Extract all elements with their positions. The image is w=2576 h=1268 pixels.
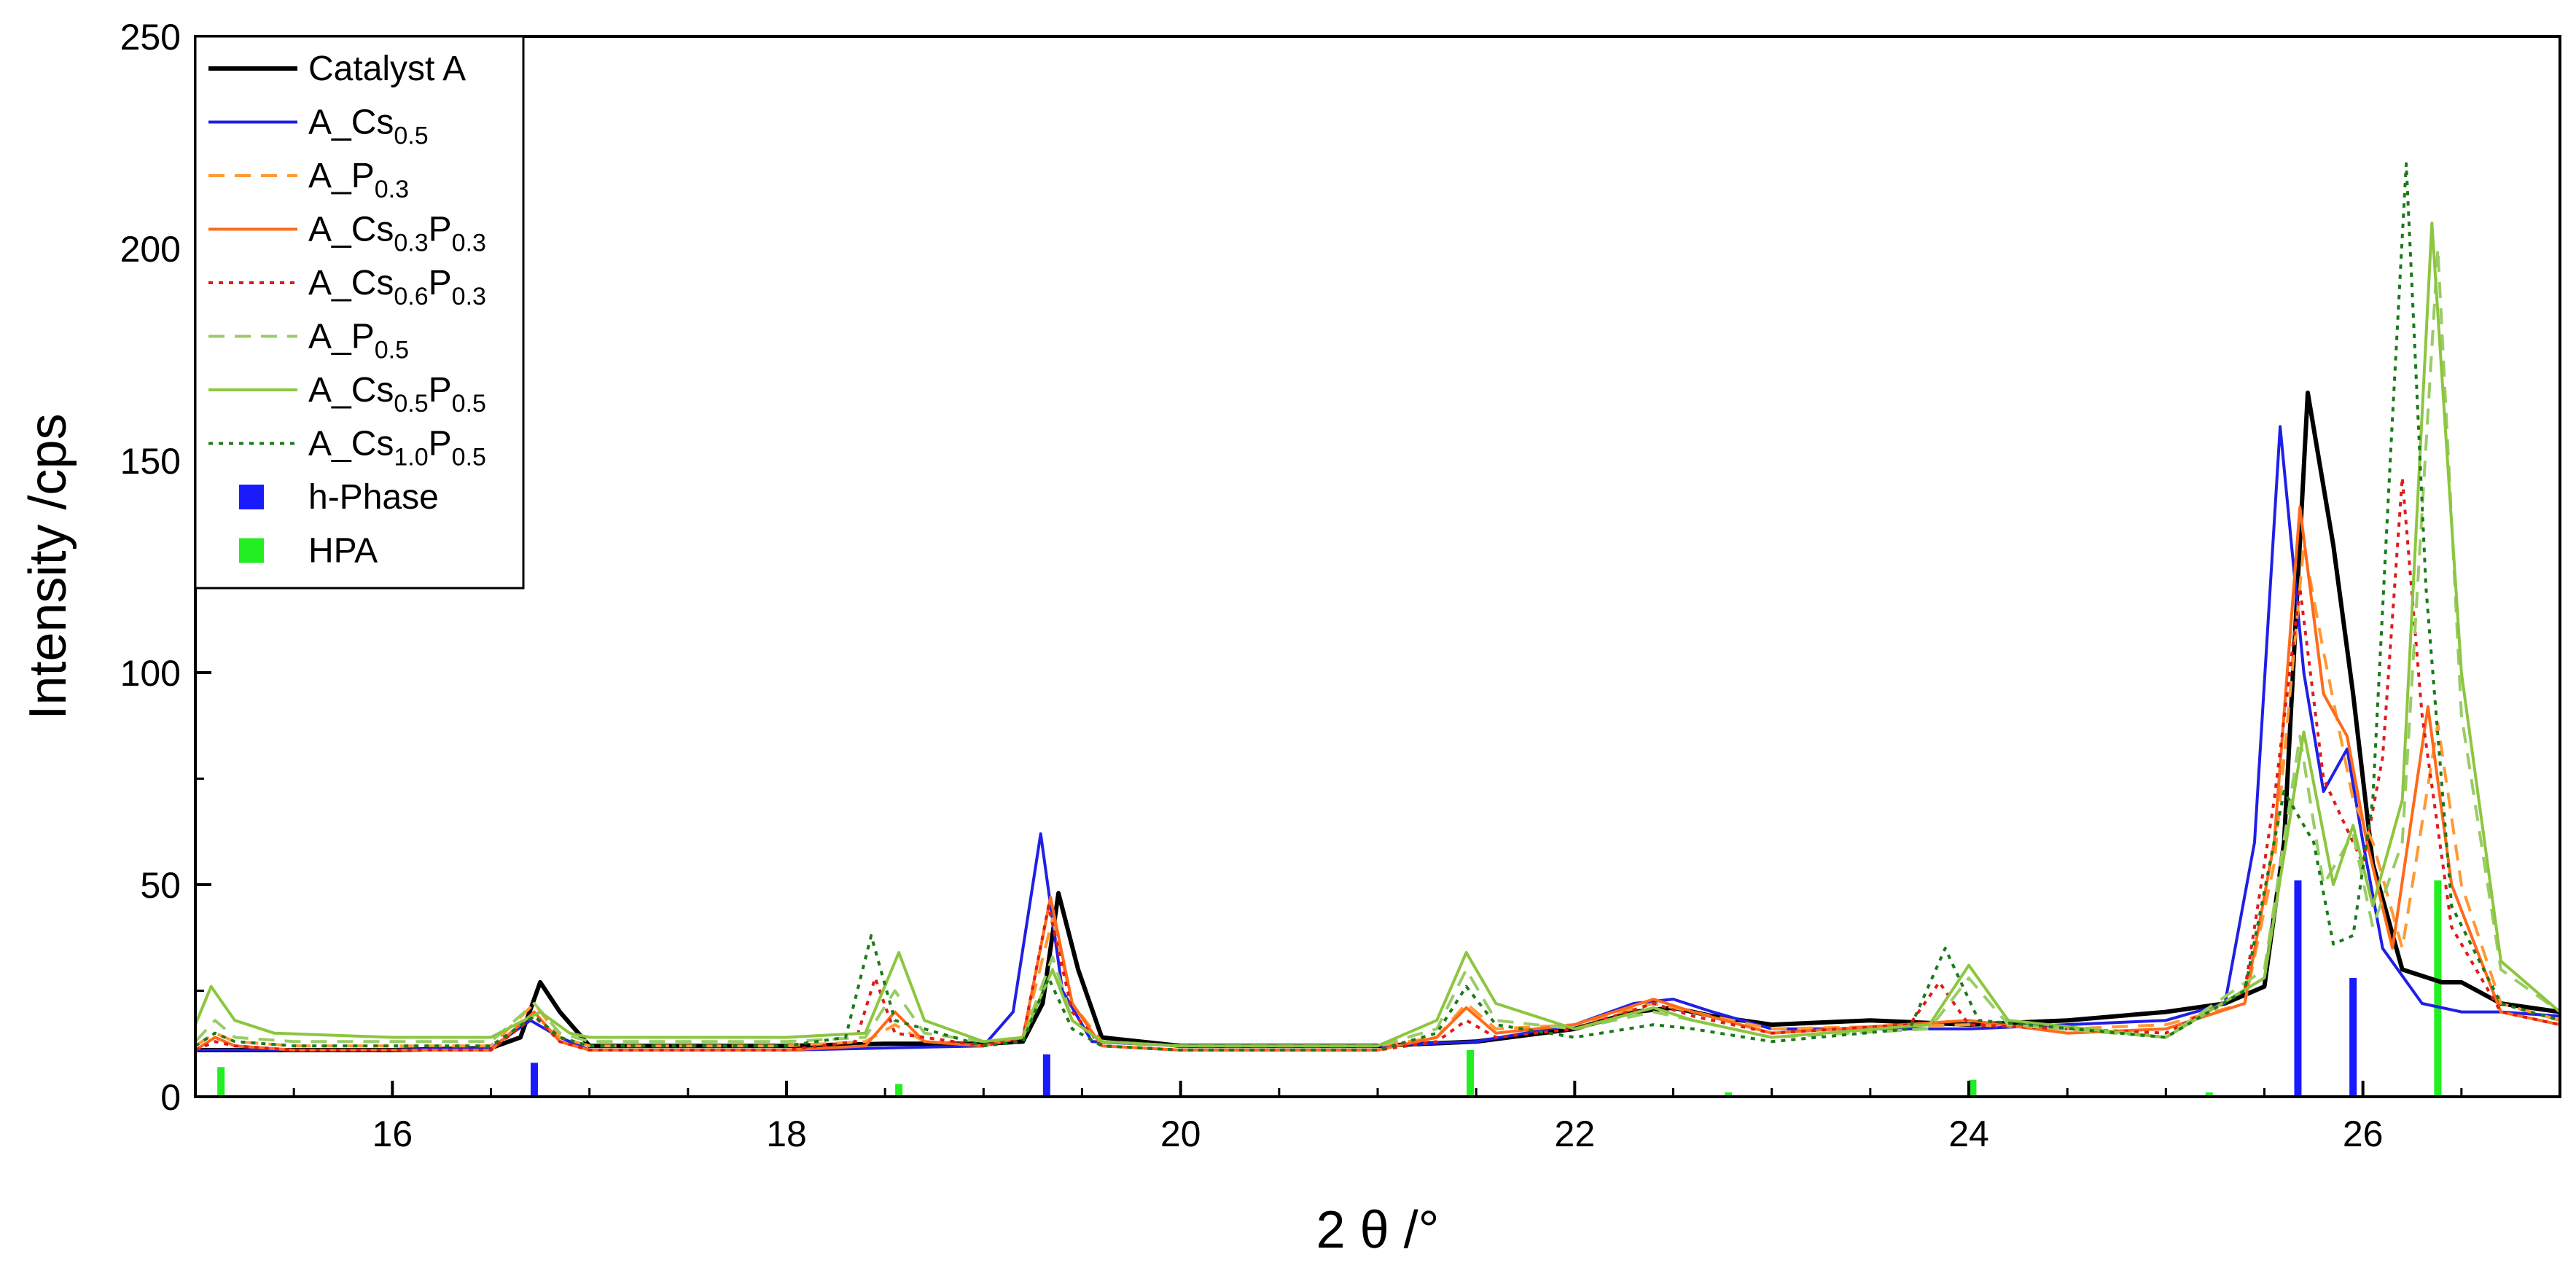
marker-hpa-5 — [2205, 1092, 2213, 1097]
axes: 16 18 20 22 24 26 0 50 100 150 200 250 — [120, 17, 2561, 1154]
marker-hpa-3 — [1725, 1092, 1733, 1097]
y-tick-label-1: 50 — [140, 865, 181, 906]
y-tick-label-3: 150 — [120, 441, 181, 482]
x-tick-label-3: 22 — [1555, 1114, 1596, 1154]
y-tick-label-0: 0 — [160, 1077, 181, 1118]
x-tick-label-5: 26 — [2343, 1114, 2384, 1154]
series-line-4 — [195, 476, 2560, 1052]
legend-label-9: HPA — [308, 532, 378, 571]
x-axis-label: 2 θ /° — [1316, 1201, 1440, 1259]
x-tick-label-0: 16 — [372, 1114, 413, 1154]
y-tick-label-5: 250 — [120, 17, 181, 58]
y-tick-label-4: 200 — [120, 229, 181, 270]
series-line-5 — [195, 247, 2560, 1048]
series-line-3 — [195, 506, 2560, 1052]
x-tick-label-2: 20 — [1160, 1114, 1201, 1154]
series-line-7 — [195, 162, 2560, 1052]
marker-h-phase-3 — [2349, 978, 2357, 1097]
marker-hpa-0 — [217, 1067, 225, 1097]
reference-markers — [217, 880, 2442, 1097]
legend-label-8: h-Phase — [308, 478, 439, 517]
plot-frame — [194, 35, 2561, 1098]
marker-h-phase-2 — [2294, 880, 2302, 1097]
legend: Catalyst AA_Cs0.5A_P0.3A_Cs0.3P0.3A_Cs0.… — [194, 35, 525, 590]
series-line-6 — [195, 222, 2560, 1048]
marker-h-phase-1 — [1042, 1054, 1050, 1097]
legend-label-0: Catalyst A — [308, 50, 466, 88]
marker-hpa-6 — [2434, 880, 2442, 1097]
marker-hpa-2 — [1467, 1049, 1475, 1097]
series-line-0 — [195, 390, 2560, 1052]
marker-hpa-4 — [1969, 1079, 1977, 1097]
series-line-2 — [195, 544, 2560, 1048]
y-axis-label: Intensity /cps — [19, 413, 77, 719]
legend-swatch-8 — [239, 485, 264, 509]
x-tick-label-4: 24 — [1948, 1114, 1989, 1154]
y-tick-label-2: 100 — [120, 653, 181, 694]
marker-h-phase-0 — [530, 1062, 538, 1097]
legend-swatch-9 — [239, 538, 264, 563]
series-line-1 — [195, 425, 2560, 1052]
marker-hpa-1 — [895, 1084, 903, 1097]
series-lines — [195, 162, 2560, 1052]
x-tick-label-1: 18 — [766, 1114, 807, 1154]
